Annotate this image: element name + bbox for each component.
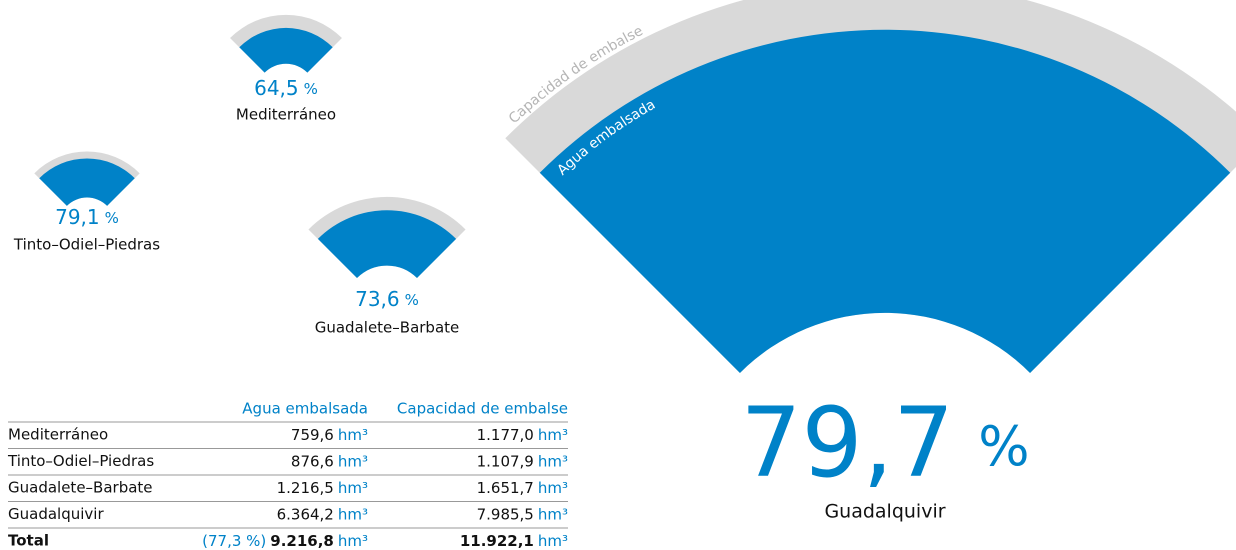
row-name: Total [8, 532, 49, 550]
cell-value: 1.107,9 [477, 452, 534, 470]
row-name: Guadalquivir [8, 505, 104, 523]
percent-label: 64,5% [254, 76, 318, 100]
table-cell: 6.364,2 hm³ [277, 505, 368, 523]
cell-unit: hm³ [538, 452, 568, 470]
table-header: Agua embalsada [242, 400, 368, 418]
cell-unit: hm³ [538, 505, 568, 523]
percent-value: 79,7 [740, 387, 954, 499]
cell-value: 876,6 [291, 452, 334, 470]
basin-name: Mediterráneo [236, 106, 336, 124]
percent-unit: % [405, 291, 419, 309]
table-cell: 1.107,9 hm³ [477, 452, 568, 470]
table-cell: 759,6 hm³ [291, 426, 368, 444]
basin-name: Guadalquivir [824, 501, 945, 523]
cell-value: 9.216,8 [270, 532, 334, 550]
cell-value: 1.651,7 [477, 479, 534, 497]
stored-sector [39, 158, 135, 206]
basin-name: Guadalete–Barbate [315, 319, 460, 337]
cell-unit: hm³ [538, 426, 568, 444]
percent-unit: % [304, 80, 318, 98]
cell-value: 1.177,0 [477, 426, 534, 444]
table-header: Capacidad de embalse [397, 400, 568, 418]
cell-value: 11.922,1 [460, 532, 534, 550]
percent-unit: % [105, 209, 119, 227]
percent-value: 73,6 [355, 287, 400, 311]
cell-unit: hm³ [338, 505, 368, 523]
percent-unit: % [978, 415, 1029, 478]
cell-unit: hm³ [538, 479, 568, 497]
stored-sector [239, 27, 333, 73]
table-cell: (77,3 %) 9.216,8 hm³ [202, 532, 368, 550]
basin-name: Tinto–Odiel–Piedras [13, 236, 160, 254]
cell-unit: hm³ [338, 479, 368, 497]
row-name: Mediterráneo [8, 426, 108, 444]
cell-value: 759,6 [291, 426, 334, 444]
percent-label: 79,1% [55, 205, 119, 229]
table-cell: 11.922,1 hm³ [460, 532, 568, 550]
cell-value: 6.364,2 [277, 505, 334, 523]
cell-unit: hm³ [338, 426, 368, 444]
cell-unit: hm³ [538, 532, 568, 550]
cell-value: 7.985,5 [477, 505, 534, 523]
percent-label: 73,6% [355, 287, 419, 311]
table-cell: 7.985,5 hm³ [477, 505, 568, 523]
cell-unit: hm³ [338, 452, 368, 470]
percent-value: 79,1 [55, 205, 100, 229]
row-name: Tinto–Odiel–Piedras [7, 452, 154, 470]
table-cell: 1.177,0 hm³ [477, 426, 568, 444]
cell-value: 1.216,5 [277, 479, 334, 497]
row-name: Guadalete–Barbate [8, 479, 153, 497]
table-cell: 1.216,5 hm³ [277, 479, 368, 497]
percent-value: 64,5 [254, 76, 299, 100]
cell-unit: hm³ [338, 532, 368, 550]
percent-label: 79,7% [740, 387, 1029, 499]
stored-sector [539, 29, 1231, 373]
stored-sector [317, 210, 457, 278]
total-percent: (77,3 %) [202, 532, 266, 550]
table-cell: 876,6 hm³ [291, 452, 368, 470]
table-cell: 1.651,7 hm³ [477, 479, 568, 497]
